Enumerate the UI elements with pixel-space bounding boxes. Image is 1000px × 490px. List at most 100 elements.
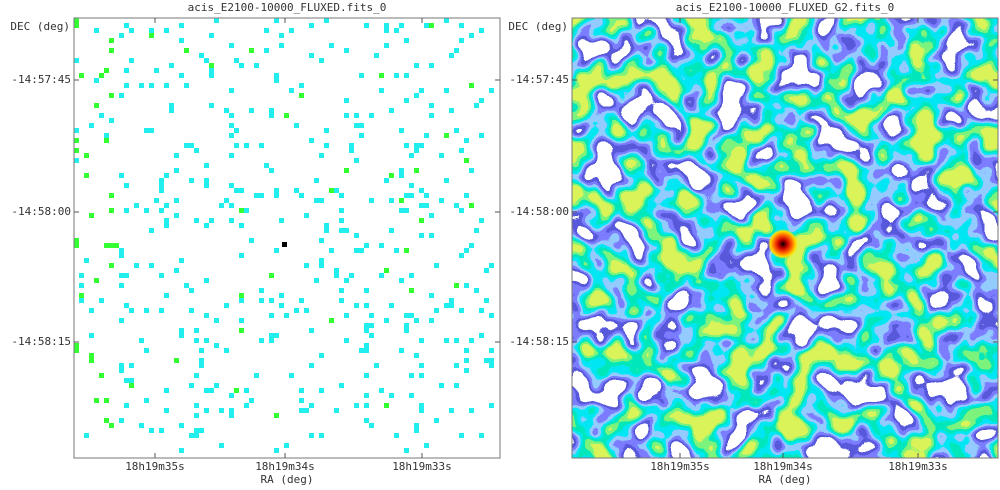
pixel (119, 173, 124, 178)
pixel (174, 168, 179, 173)
pixel (429, 318, 434, 323)
pixel (364, 303, 369, 308)
pixel (339, 208, 344, 213)
pixel (239, 298, 244, 303)
pixel (284, 313, 289, 318)
pixel (479, 218, 484, 223)
pixel (159, 428, 164, 433)
pixel (304, 213, 309, 218)
pixel (429, 293, 434, 298)
pixel (199, 428, 204, 433)
pixel (229, 408, 234, 413)
pixel (239, 208, 244, 213)
pixel (379, 273, 384, 278)
pixel (459, 38, 464, 43)
pixel (199, 363, 204, 368)
pixel (389, 198, 394, 203)
pixel (189, 383, 194, 388)
pixel (489, 88, 494, 93)
pixel (89, 123, 94, 128)
pixel (164, 173, 169, 178)
pixel (469, 338, 474, 343)
pixel (454, 383, 459, 388)
pixel (119, 93, 124, 98)
pixel (269, 313, 274, 318)
pixel (179, 423, 184, 428)
pixel (299, 298, 304, 303)
pixel (189, 178, 194, 183)
pixel (124, 83, 129, 88)
pixel (454, 283, 459, 288)
pixel (74, 18, 79, 23)
pixel (414, 353, 419, 358)
pixel (139, 83, 144, 88)
pixel (414, 168, 419, 173)
pixel (299, 93, 304, 98)
pixel (414, 93, 419, 98)
pixel (444, 18, 449, 23)
pixel (319, 258, 324, 263)
pixel (104, 138, 109, 143)
pixel (164, 293, 169, 298)
pixel (399, 278, 404, 283)
pixel (179, 38, 184, 43)
source (768, 229, 798, 259)
pixel (374, 53, 379, 58)
pixel (489, 263, 494, 268)
pixel (104, 398, 109, 403)
pixel (354, 303, 359, 308)
pixel (164, 408, 169, 413)
pixel (204, 183, 209, 188)
y-tick-label: -14:57:45 (11, 73, 71, 86)
pixel (259, 193, 264, 198)
pixel (239, 63, 244, 68)
pixel (409, 288, 414, 293)
pixel (359, 248, 364, 253)
pixel (209, 68, 214, 73)
pixel (94, 278, 99, 283)
pixel (349, 143, 354, 148)
pixel (284, 113, 289, 118)
pixel (384, 23, 389, 28)
pixel (209, 388, 214, 393)
pixel (209, 218, 214, 223)
pixel (304, 308, 309, 313)
pixel (229, 133, 234, 138)
pixel (274, 333, 279, 338)
pixel (384, 178, 389, 183)
pixel (414, 143, 419, 148)
pixel (439, 153, 444, 158)
pixel (439, 198, 444, 203)
pixel (244, 388, 249, 393)
pixel (159, 188, 164, 193)
pixel (94, 28, 99, 33)
pixel (409, 393, 414, 398)
pixel (74, 343, 79, 348)
pixel (159, 183, 164, 188)
pixel (94, 398, 99, 403)
pixel (419, 233, 424, 238)
pixel (464, 193, 469, 198)
pixel (364, 373, 369, 378)
pixel (224, 348, 229, 353)
pixel (389, 393, 394, 398)
pixel (194, 373, 199, 378)
pixel (169, 103, 174, 108)
pixel (394, 73, 399, 78)
pixel (469, 203, 474, 208)
pixel (239, 188, 244, 193)
pixel (164, 223, 169, 228)
pixel (144, 308, 149, 313)
pixel (339, 228, 344, 233)
pixel (194, 403, 199, 408)
pixel (419, 338, 424, 343)
pixel (364, 403, 369, 408)
pixel (324, 228, 329, 233)
pixel (269, 168, 274, 173)
pixel (479, 333, 484, 338)
pixel (99, 373, 104, 378)
pixel (79, 298, 84, 303)
pixel (444, 178, 449, 183)
pixel (164, 28, 169, 33)
pixel (229, 88, 234, 93)
